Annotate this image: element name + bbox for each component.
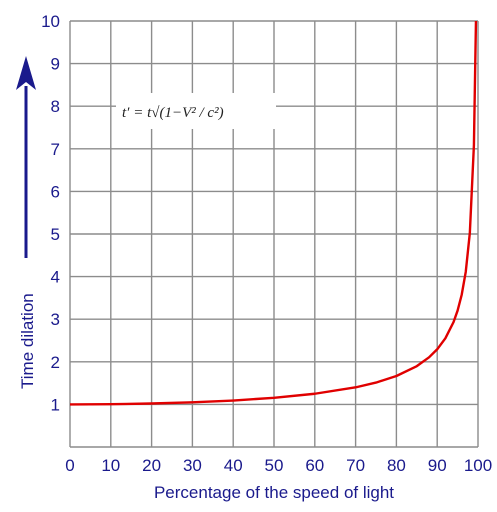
formula-annotation: t′ = t√(1−V² / c²) [122, 105, 224, 121]
y-tick-label: 6 [51, 182, 60, 201]
x-tick-label: 50 [265, 456, 284, 475]
y-tick-label: 3 [51, 310, 60, 329]
x-tick-label: 40 [224, 456, 243, 475]
x-axis-title: Percentage of the speed of light [154, 483, 394, 502]
series-layer [69, 20, 478, 406]
formula-box: t′ = t√(1−V² / c²) [116, 93, 276, 129]
y-tick-label: 10 [41, 12, 60, 31]
y-tick-label: 4 [51, 268, 60, 287]
y-tick-label: 2 [51, 353, 60, 372]
y-tick-label: 1 [51, 395, 60, 414]
y-tick-label: 7 [51, 140, 60, 159]
x-tick-label: 80 [387, 456, 406, 475]
arrow-head [16, 56, 36, 90]
x-tick-label: 100 [464, 456, 492, 475]
formula-background [116, 93, 276, 129]
x-tick-label: 30 [183, 456, 202, 475]
grid [69, 20, 479, 448]
x-tick-label: 10 [101, 456, 120, 475]
x-tick-label: 0 [65, 456, 74, 475]
x-tick-label: 20 [142, 456, 161, 475]
series-line [69, 20, 478, 406]
x-tick-label: 70 [346, 456, 365, 475]
tick-labels: 0 10 20 30 40 50 60 70 80 90 100 1 2 3 4 5 6 7 8 9 10 [41, 12, 492, 475]
y-tick-label: 8 [51, 97, 60, 116]
y-axis-arrow [16, 56, 36, 258]
y-tick-label: 5 [51, 225, 60, 244]
x-tick-label: 60 [305, 456, 324, 475]
x-tick-label: 90 [428, 456, 447, 475]
y-tick-label: 9 [51, 55, 60, 74]
y-axis-title: Time dilation [18, 293, 37, 389]
